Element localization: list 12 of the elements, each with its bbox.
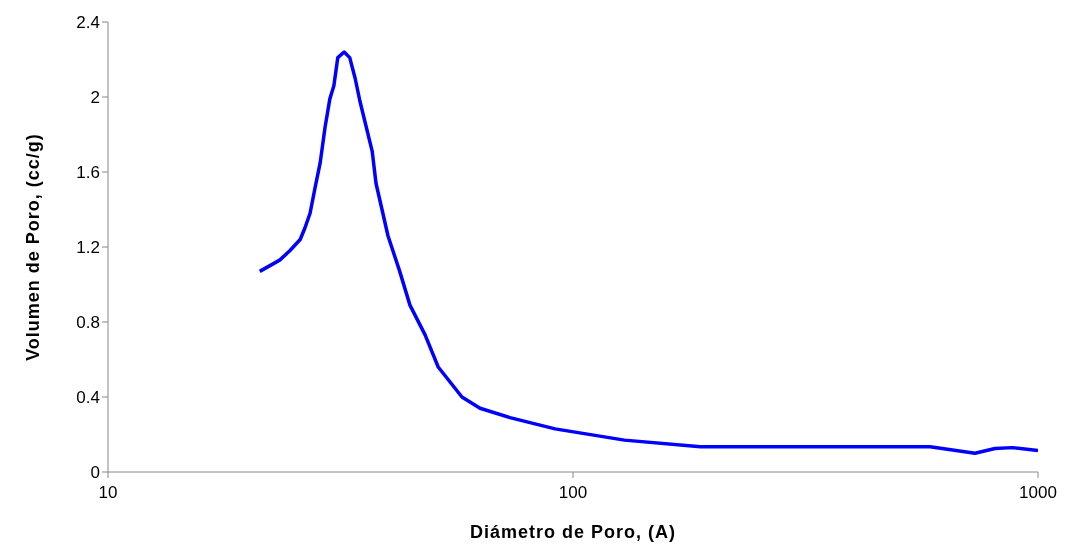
y-tick-label: 1.6 bbox=[76, 163, 100, 183]
y-tick-label: 0.4 bbox=[76, 388, 100, 408]
y-tick-label: 1.2 bbox=[76, 238, 100, 258]
x-axis-title: Diámetro de Poro, (A) bbox=[469, 522, 677, 542]
y-tick-label: 2.4 bbox=[76, 13, 100, 33]
y-tick-label: 0.8 bbox=[76, 313, 100, 333]
y-tick-label: 0 bbox=[90, 463, 100, 483]
x-tick-label: 10 bbox=[98, 483, 118, 503]
y-axis-title: Volumen de Poro, (cc/g) bbox=[23, 133, 44, 361]
x-tick-label: 100 bbox=[558, 483, 588, 503]
y-tick-label: 2 bbox=[90, 88, 100, 108]
x-tick-label: 1000 bbox=[1019, 483, 1057, 503]
